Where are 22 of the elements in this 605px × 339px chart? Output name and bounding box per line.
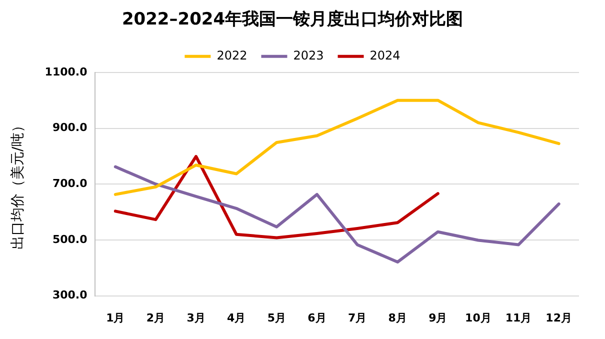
y-tick-label: 300.0 xyxy=(52,288,88,302)
y-tick-label: 500.0 xyxy=(52,232,88,246)
x-tick-label: 11月 xyxy=(505,311,532,324)
x-tick-label: 8月 xyxy=(388,311,407,324)
y-tick-label: 1100.0 xyxy=(44,65,88,78)
legend-label: 2024 xyxy=(370,48,400,63)
x-tick-label: 10月 xyxy=(465,311,492,324)
x-tick-label: 12月 xyxy=(546,311,572,324)
x-tick-label: 9月 xyxy=(428,311,448,324)
y-tick-label: 900.0 xyxy=(52,121,88,134)
x-tick-label: 4月 xyxy=(227,311,246,324)
y-axis-title: 出口均价（美元/吨） xyxy=(10,118,26,250)
x-tick-label: 6月 xyxy=(308,311,326,324)
legend-label: 2022 xyxy=(216,48,248,63)
legend-label: 2023 xyxy=(293,48,324,63)
x-tick-label: 1月 xyxy=(106,311,125,324)
x-tick-label: 2月 xyxy=(146,311,166,324)
x-tick-label: 5月 xyxy=(267,311,286,324)
x-tick-label: 3月 xyxy=(186,311,206,324)
y-tick-label: 700.0 xyxy=(52,176,88,190)
x-tick-label: 7月 xyxy=(348,311,367,324)
chart-title: 2022–2024年我国一铵月度出口均价对比图 xyxy=(122,10,464,30)
